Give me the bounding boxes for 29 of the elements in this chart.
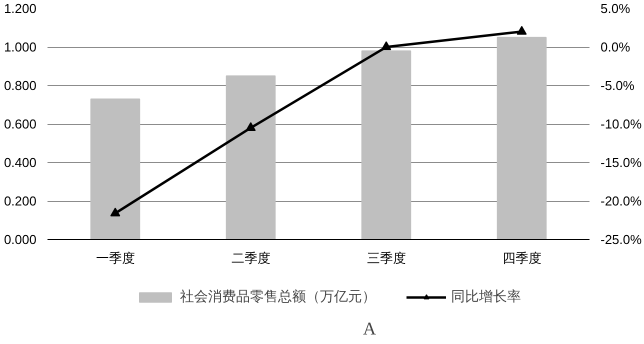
legend-label: 同比增长率 <box>451 288 521 306</box>
legend-label: 社会消费品零售总额（万亿元） <box>180 288 376 306</box>
y2-tick-label: -20.0% <box>600 194 642 208</box>
bar <box>90 98 140 240</box>
y2-tick-label: -5.0% <box>600 78 635 93</box>
y-tick-label: 0.200 <box>4 194 37 208</box>
y2-tick-label: 5.0% <box>600 1 631 16</box>
y-tick-label: 0.400 <box>4 155 37 170</box>
y2-tick-label: -10.0% <box>600 116 642 132</box>
y2-tick-label: -25.0% <box>600 232 642 247</box>
y2-tick-label: -15.0% <box>600 155 642 170</box>
point <box>246 122 256 131</box>
x-tick-label: 二季度 <box>231 250 270 266</box>
bar <box>226 75 276 240</box>
y-tick-label: 0.000 <box>4 232 37 247</box>
y2-tick-label: 0.0% <box>600 40 631 54</box>
y-tick-label: 1.000 <box>4 40 37 54</box>
text: A <box>363 318 376 338</box>
y-tick-label: 0.800 <box>4 78 37 93</box>
y-tick-label: 0.600 <box>4 116 37 132</box>
bar <box>496 36 547 240</box>
point <box>381 41 392 50</box>
point <box>516 26 527 35</box>
x-tick-label: 一季度 <box>96 250 135 266</box>
x-tick-label: 四季度 <box>502 250 542 266</box>
bar <box>361 50 412 240</box>
y-tick-label: 1.200 <box>4 1 37 16</box>
x-tick-label: 三季度 <box>366 250 406 266</box>
point <box>110 208 120 216</box>
